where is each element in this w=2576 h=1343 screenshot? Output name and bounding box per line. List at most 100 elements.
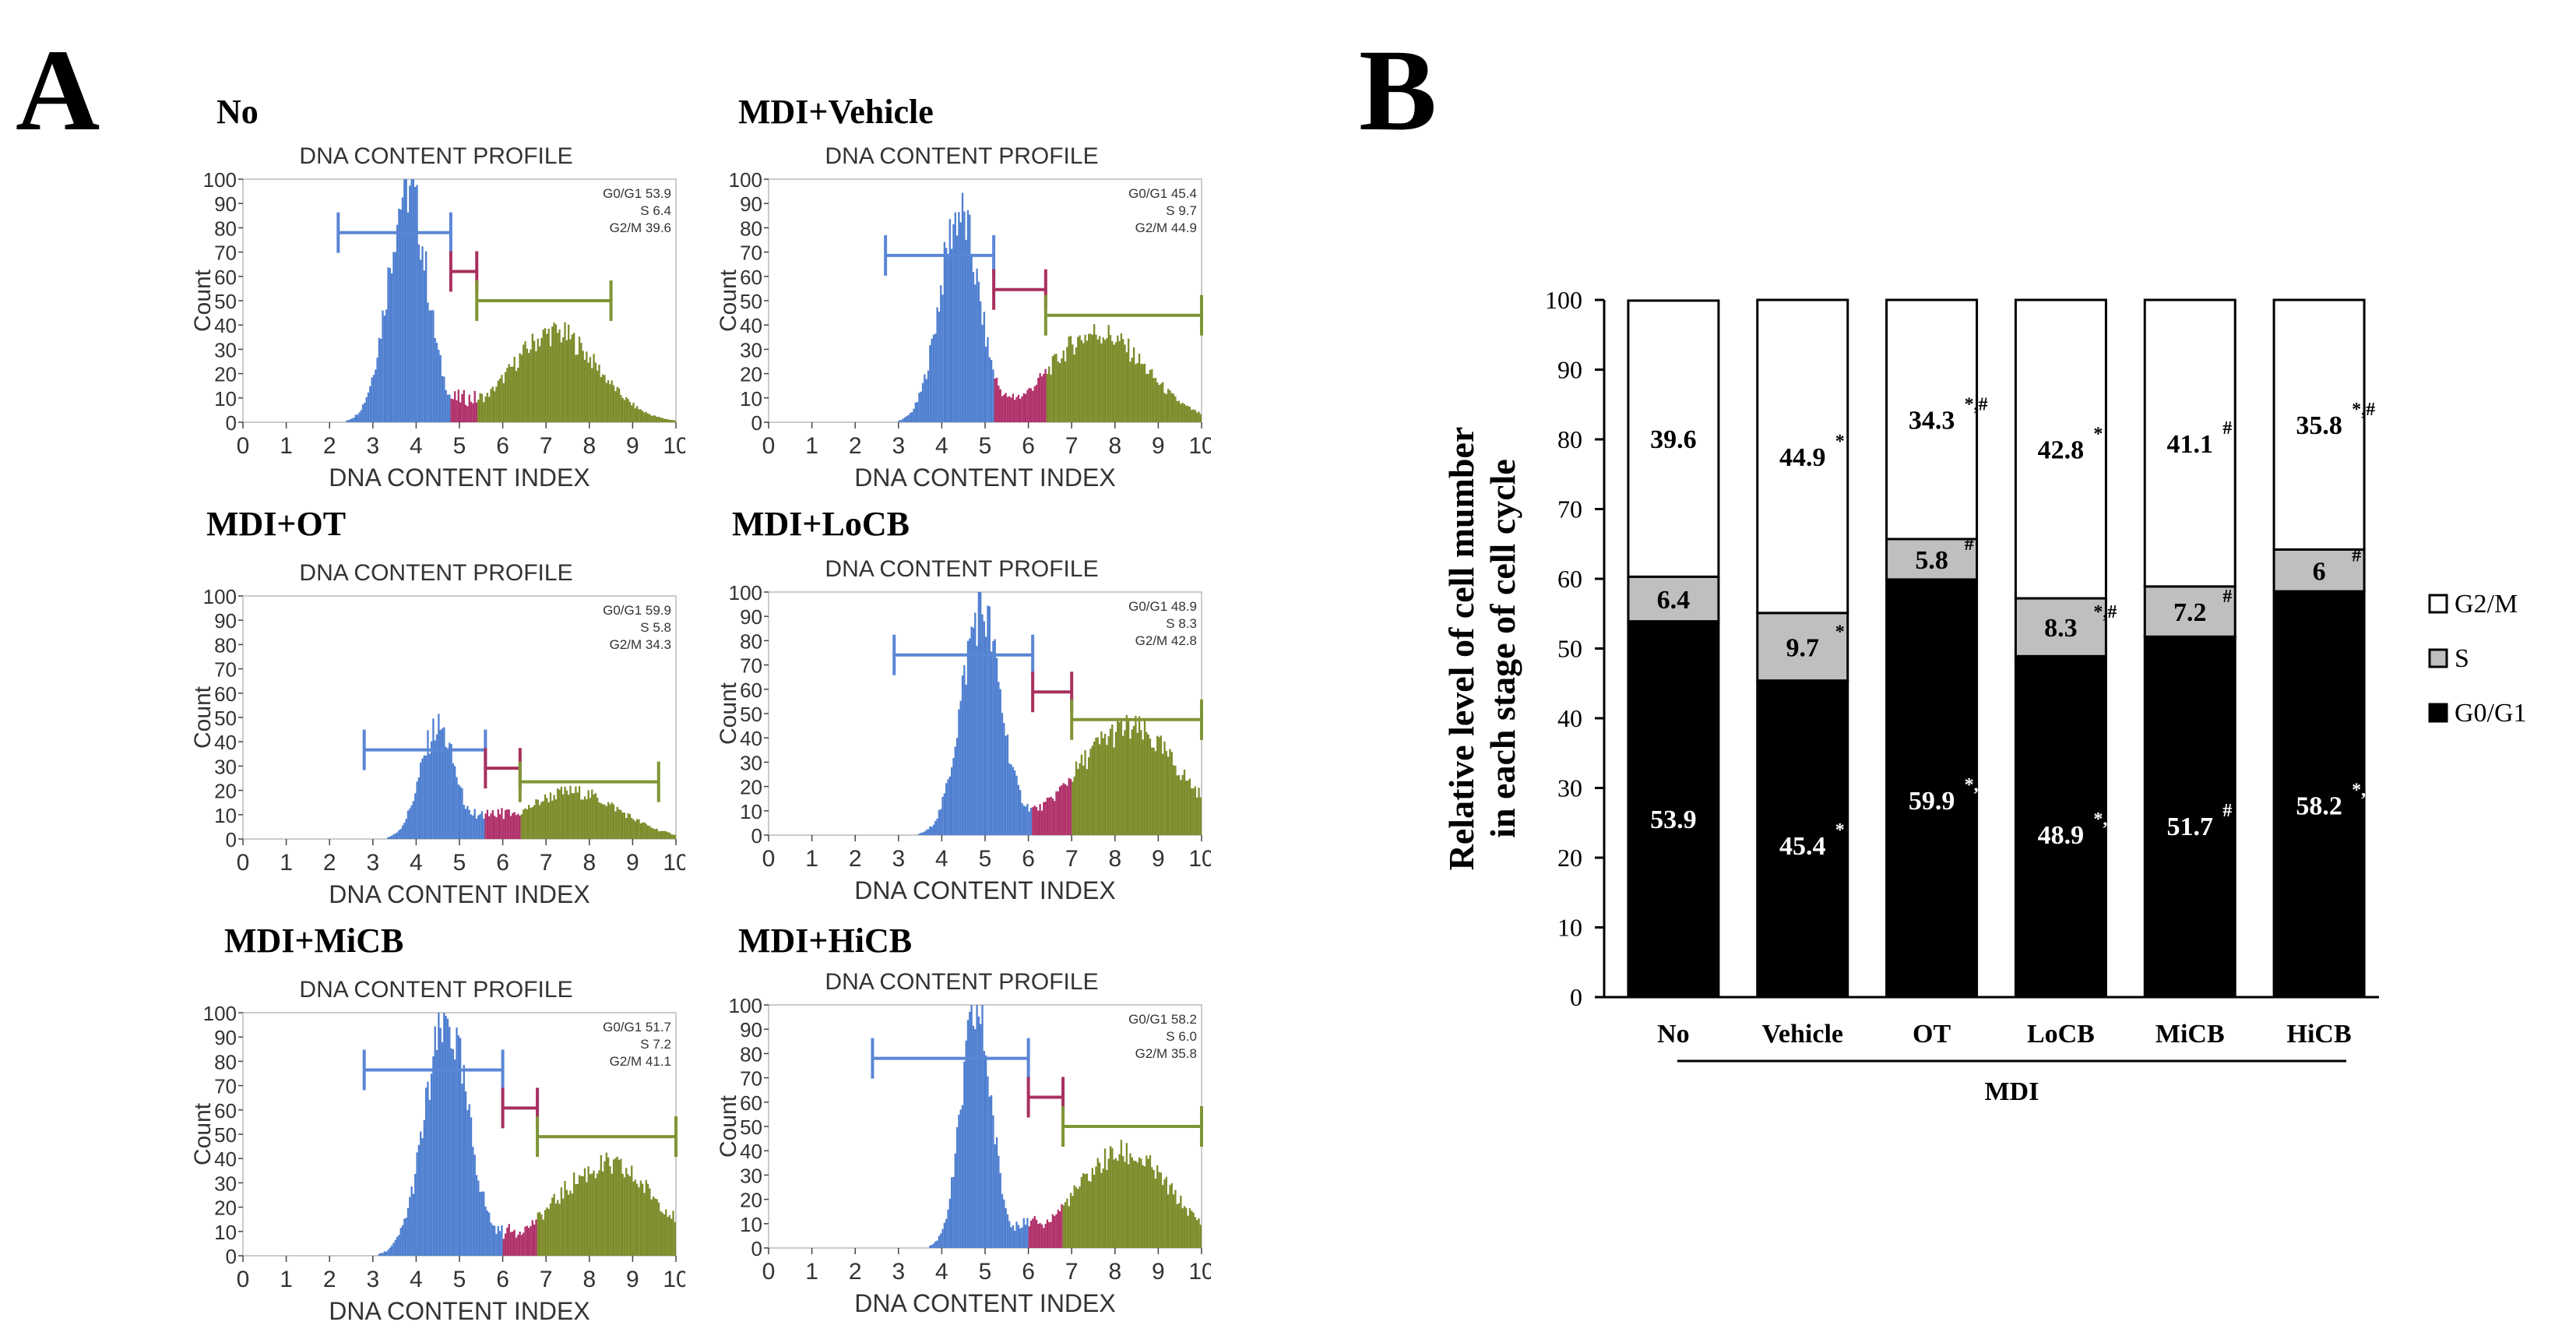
histogram-bar xyxy=(1169,1185,1171,1248)
histogram-bar xyxy=(553,323,555,422)
histogram-bar xyxy=(1050,796,1052,835)
histogram-bar xyxy=(434,1026,436,1256)
histogram-bar xyxy=(1039,804,1041,835)
histogram-bar xyxy=(565,340,568,422)
histogram-bar xyxy=(576,1183,579,1256)
histogram-bar xyxy=(977,1016,980,1248)
y-tick-label: 100 xyxy=(203,1002,237,1025)
histogram-bar xyxy=(976,646,978,835)
histogram-bar xyxy=(495,386,498,422)
histogram-bar xyxy=(520,354,523,422)
histogram-bar xyxy=(401,1225,404,1256)
histogram-bar xyxy=(1138,1157,1141,1248)
histogram-bar xyxy=(1069,1193,1072,1248)
histogram-bar xyxy=(1055,791,1057,835)
histogram-bar xyxy=(1088,1180,1090,1248)
histogram-bar xyxy=(498,378,501,422)
histogram-bar xyxy=(1021,802,1023,835)
histogram-bar xyxy=(498,814,501,839)
histogram-bar xyxy=(1096,737,1099,835)
histogram-bar xyxy=(1028,387,1030,422)
histogram-bar xyxy=(1017,394,1020,422)
histogram-bar xyxy=(638,409,640,422)
histogram-bar xyxy=(531,333,533,422)
histogram-bar xyxy=(1093,324,1096,422)
x-tick-label: 7 xyxy=(540,433,553,459)
histogram-bar xyxy=(540,1214,543,1256)
y-tick-label: 30 xyxy=(740,1164,762,1187)
histogram-bar xyxy=(634,1179,637,1256)
histogram-bar xyxy=(438,1013,440,1256)
histogram-bar xyxy=(430,741,433,839)
histogram-bar xyxy=(1109,334,1112,422)
histogram-bar xyxy=(972,272,975,422)
histogram-bar xyxy=(504,372,507,422)
histogram-bar xyxy=(594,793,597,839)
histogram-bar xyxy=(1089,1181,1092,1248)
histogram-bar xyxy=(596,797,599,839)
histogram-bar xyxy=(988,606,991,835)
y-tick-label: 10 xyxy=(740,387,762,411)
histogram-bar xyxy=(1136,1162,1138,1248)
histogram-bar xyxy=(509,366,512,422)
histogram-bar xyxy=(375,369,377,422)
histogram-bar xyxy=(660,418,662,422)
histogram-bar xyxy=(649,1188,651,1256)
histogram-bar xyxy=(636,819,639,839)
histogram-bar xyxy=(614,811,617,839)
histogram-bar xyxy=(587,790,589,839)
histogram-bar xyxy=(459,786,462,839)
histogram-bar xyxy=(998,386,1000,422)
histogram-bar xyxy=(1124,730,1126,835)
histogram-bar xyxy=(1096,1158,1099,1248)
histogram-bar xyxy=(480,811,484,839)
histogram-bar xyxy=(941,294,944,422)
histogram-bar xyxy=(1057,361,1059,422)
data-label: 41.1 xyxy=(2167,430,2214,459)
histogram-bar xyxy=(1191,788,1193,835)
histogram-bar xyxy=(445,746,447,839)
histogram-bar xyxy=(1072,781,1074,835)
histogram-bar xyxy=(1196,1220,1198,1248)
histogram-bar xyxy=(389,268,391,422)
histogram-bar xyxy=(535,798,537,839)
histogram-bar xyxy=(1165,393,1167,422)
histogram-bar xyxy=(958,709,960,835)
histogram-bar xyxy=(1170,1183,1173,1248)
histogram-bar xyxy=(1117,717,1119,835)
y-tick-label: 50 xyxy=(740,703,762,726)
histogram-bar xyxy=(593,794,595,839)
histogram-bar xyxy=(607,380,610,422)
data-label: 51.7 xyxy=(2167,812,2214,841)
histogram-bar xyxy=(1093,1175,1096,1248)
histogram-bar xyxy=(1079,1186,1081,1248)
x-tick-label: 9 xyxy=(626,850,639,876)
x-tick-label: 3 xyxy=(366,1267,379,1292)
histogram-bar xyxy=(1012,1225,1015,1248)
histogram-bar xyxy=(1183,404,1186,422)
histogram-bar xyxy=(530,808,532,839)
histogram-bar xyxy=(1069,336,1072,422)
x-axis-label: DNA CONTENT INDEX xyxy=(854,876,1115,904)
x-tick-label: 2 xyxy=(323,850,336,876)
histogram-bar xyxy=(985,1055,987,1248)
histogram-bar xyxy=(620,1158,622,1256)
histogram-bar xyxy=(589,1174,592,1256)
histogram-bar xyxy=(501,375,503,422)
histogram-bar xyxy=(1131,1157,1133,1248)
x-tick-label: LoCB xyxy=(2027,1020,2095,1049)
plot-title: DNA CONTENT PROFILE xyxy=(299,560,572,586)
histogram-bar xyxy=(356,414,359,422)
histogram-bar xyxy=(528,1228,530,1256)
histogram-bar xyxy=(544,1210,547,1256)
histogram-bar xyxy=(351,418,354,422)
histogram-bar xyxy=(620,810,622,839)
y-tick-label: 20 xyxy=(214,1197,237,1220)
histogram-bar xyxy=(490,389,492,422)
histogram-bar xyxy=(501,808,503,839)
histogram-bar xyxy=(634,821,637,839)
histogram-bar xyxy=(472,815,474,839)
histogram-bar xyxy=(1128,719,1130,835)
histogram-bar xyxy=(441,728,444,839)
histogram-bar xyxy=(943,241,946,422)
